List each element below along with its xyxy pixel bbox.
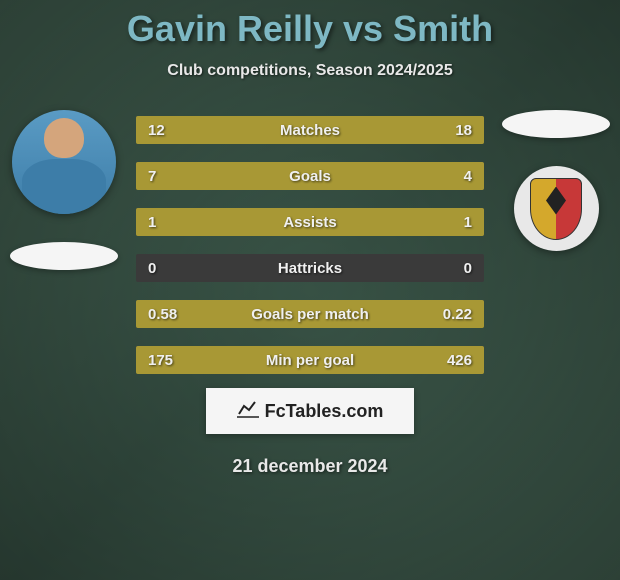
stat-bar: 1 Assists 1 <box>136 208 484 236</box>
stat-label: Goals <box>289 168 331 185</box>
stat-label: Matches <box>280 122 340 139</box>
stat-label: Goals per match <box>251 306 369 323</box>
stat-bar: 0 Hattricks 0 <box>136 254 484 282</box>
chart-icon <box>237 400 259 423</box>
stat-value-right: 426 <box>447 352 472 369</box>
stat-value-left: 175 <box>148 352 173 369</box>
stat-value-left: 7 <box>148 168 156 185</box>
stat-value-right: 1 <box>464 214 472 231</box>
player-left-flag <box>10 242 118 270</box>
player-left-photo <box>12 110 116 214</box>
stat-value-right: 0 <box>464 260 472 277</box>
stat-value-left: 0.58 <box>148 306 177 323</box>
player-right-col <box>502 110 610 251</box>
stat-value-left: 0 <box>148 260 156 277</box>
stat-value-right: 0.22 <box>443 306 472 323</box>
stats-column: 12 Matches 18 7 Goals 4 1 Assists 1 0 Hattricks 0 0.… <box>136 110 484 374</box>
player-left-col <box>10 110 118 270</box>
stat-value-right: 18 <box>455 122 472 139</box>
stat-bar: 175 Min per goal 426 <box>136 346 484 374</box>
stat-value-right: 4 <box>464 168 472 185</box>
page-title: Gavin Reilly vs Smith <box>0 8 620 50</box>
comparison-row: 12 Matches 18 7 Goals 4 1 Assists 1 0 Hattricks 0 0.… <box>0 110 620 374</box>
player-right-badge <box>514 166 599 251</box>
brand-box: FcTables.com <box>206 388 414 434</box>
stat-bar: 12 Matches 18 <box>136 116 484 144</box>
stat-bar: 7 Goals 4 <box>136 162 484 190</box>
stat-value-left: 1 <box>148 214 156 231</box>
stat-label: Assists <box>283 214 336 231</box>
stat-bar: 0.58 Goals per match 0.22 <box>136 300 484 328</box>
player-right-flag <box>502 110 610 138</box>
page-subtitle: Club competitions, Season 2024/2025 <box>0 62 620 80</box>
stat-label: Min per goal <box>266 352 354 369</box>
stat-value-left: 12 <box>148 122 165 139</box>
stat-label: Hattricks <box>278 260 342 277</box>
date-text: 21 december 2024 <box>0 456 620 477</box>
brand-text: FcTables.com <box>265 401 384 422</box>
